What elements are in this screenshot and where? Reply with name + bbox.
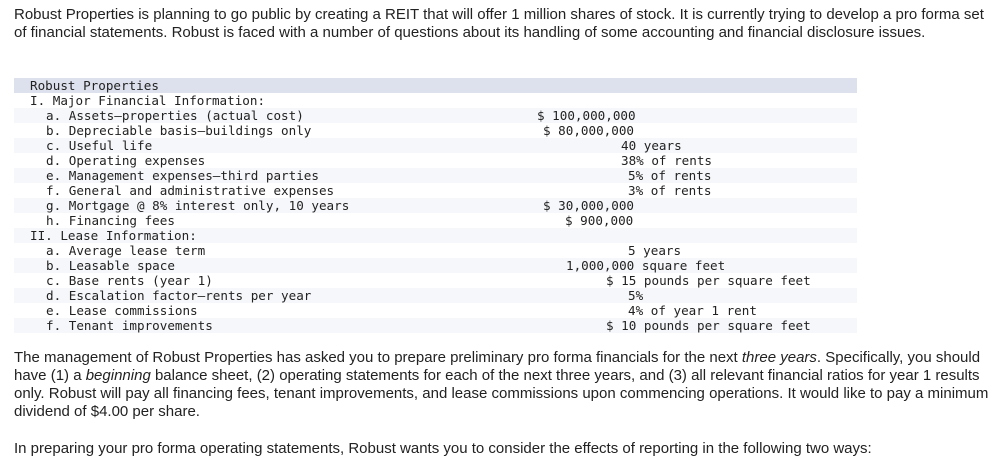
item-label: h. Financing fees (46, 213, 175, 228)
item-row: e. Lease commissions 4% of year 1 rent (14, 303, 857, 318)
item-row: b. Leasable space 1,000,000 square feet (14, 258, 857, 273)
item-row: g. Mortgage @ 8% interest only, 10 years… (14, 198, 857, 213)
item-value: $ 10 pounds per square feet (606, 318, 811, 333)
item-row: b. Depreciable basis—buildings only $ 80,… (14, 123, 857, 138)
emphasis: three years (741, 349, 817, 366)
item-row: d. Operating expenses 38% of rents (14, 153, 857, 168)
item-label: b. Leasable space (46, 258, 175, 273)
text: balance sheet, (2) operating statements … (14, 367, 989, 420)
item-label: a. Average lease term (46, 243, 206, 258)
item-value: 5% (628, 288, 644, 303)
text: . Specifically, you should have (1) a (14, 349, 981, 384)
section-row: II. Lease Information: (14, 228, 857, 243)
paragraph: The management of Robust Properties has … (14, 349, 989, 421)
section-heading: I. Major Financial Information: (30, 93, 266, 108)
item-value: $ 80,000,000 (543, 123, 634, 138)
item-label: e. Management expenses—third parties (46, 168, 319, 183)
paragraph: In preparing your pro forma operating st… (14, 440, 989, 458)
intro: Robust Properties is planning to go publ… (14, 6, 984, 41)
info-table: Robust Properties I. Major Financial Inf… (14, 78, 857, 333)
emphasis: beginning (85, 367, 151, 384)
item-row: h. Financing fees $ 900,000 (14, 213, 857, 228)
item-label: f. General and administrative expenses (46, 183, 335, 198)
text: The management of Robust Properties has … (14, 349, 742, 366)
item-row: c. Base rents (year 1) $ 15 pounds per sq… (14, 273, 857, 288)
text: In preparing your pro forma operating st… (14, 440, 872, 457)
item-value: 38% of rents (621, 153, 712, 168)
item-value: 5% of rents (628, 168, 712, 183)
item-row: f. Tenant improvements $ 10 pounds per sq… (14, 318, 857, 333)
item-value: 4% of year 1 rent (628, 303, 757, 318)
item-row: c. Useful life 40 years (14, 138, 857, 153)
item-row: a. Assets—properties (actual cost) $ 100,… (14, 108, 857, 123)
section-row: I. Major Financial Information: (14, 93, 857, 108)
item-row: a. Average lease term 5 years (14, 243, 857, 258)
item-value: 5 years (628, 243, 682, 258)
item-label: c. Useful life (46, 138, 153, 153)
table-title-row: Robust Properties (14, 78, 857, 93)
section-heading: II. Lease Information: (30, 228, 197, 243)
item-label: g. Mortgage @ 8% interest only, 10 years (46, 198, 350, 213)
item-row: e. Management expenses—third parties 5% o… (14, 168, 857, 183)
item-row: d. Escalation factor—rents per year 5% (14, 288, 857, 303)
item-value: 3% of rents (628, 183, 712, 198)
item-label: e. Lease commissions (46, 303, 198, 318)
item-value: $ 100,000,000 (537, 108, 636, 123)
item-label: c. Base rents (year 1) (46, 273, 213, 288)
item-value: 40 years (621, 138, 682, 153)
item-value: $ 30,000,000 (543, 198, 634, 213)
item-value: $ 15 pounds per square feet (606, 273, 811, 288)
item-label: a. Assets—properties (actual cost) (46, 108, 304, 123)
item-label: d. Escalation factor—rents per year (46, 288, 312, 303)
item-label: f. Tenant improvements (46, 318, 213, 333)
table-title: Robust Properties (30, 78, 159, 93)
item-label: b. Depreciable basis—buildings only (46, 123, 312, 138)
item-value: $ 900,000 (565, 213, 634, 228)
item-row: f. General and administrative expenses 3%… (14, 183, 857, 198)
item-label: d. Operating expenses (46, 153, 206, 168)
item-value: 1,000,000 square feet (566, 258, 726, 273)
